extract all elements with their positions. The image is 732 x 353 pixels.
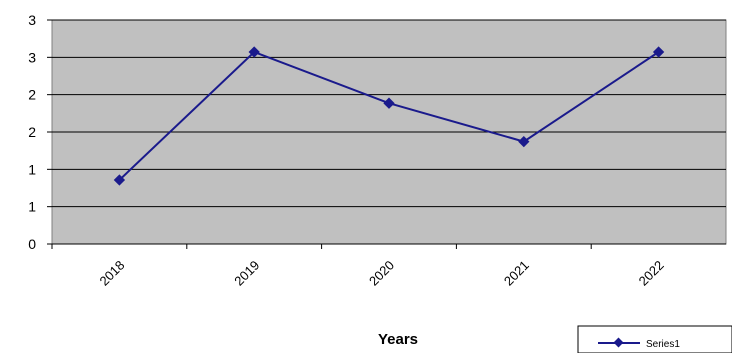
x-tick-label: 2020 (366, 258, 397, 289)
x-tick-label: 2018 (96, 258, 127, 289)
legend-box (577, 325, 732, 353)
y-tick-label: 2 (28, 124, 36, 140)
y-tick-labels: 0 1 1 2 2 3 3 (28, 12, 36, 252)
legend: Series1 (577, 325, 732, 353)
x-tick-labels: 2018 2019 2020 2021 2022 (96, 258, 666, 289)
legend-label: Series1 (646, 339, 680, 350)
gridlines (47, 19, 726, 249)
y-tick-label: 2 (28, 87, 36, 103)
data-point (652, 46, 665, 58)
y-tick-label: 1 (28, 199, 36, 215)
data-point (518, 135, 530, 148)
x-tick-label: 2022 (636, 258, 667, 289)
y-tick-label: 1 (28, 161, 36, 177)
y-tick-label: 0 (28, 236, 36, 252)
x-axis-label: Years (378, 331, 418, 348)
x-tick-label: 2019 (231, 258, 262, 289)
y-tick-label: 3 (28, 49, 36, 65)
legend-marker (613, 337, 624, 348)
data-point (248, 46, 260, 58)
x-tick-label: 2021 (501, 258, 532, 289)
y-tick-label: 3 (28, 12, 36, 28)
